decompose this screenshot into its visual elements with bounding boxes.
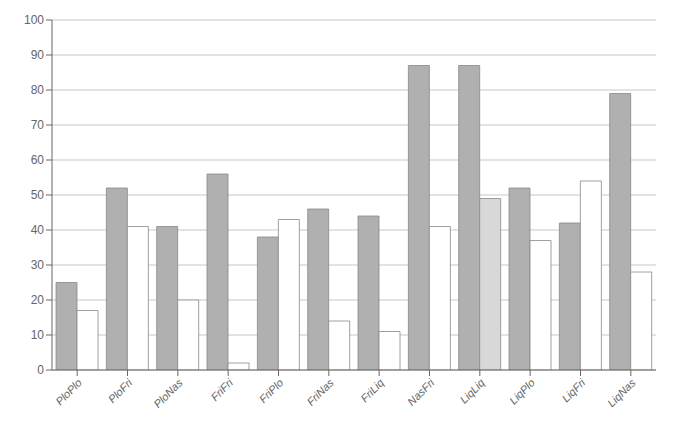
svg-text:FriPlo: FriPlo — [257, 376, 286, 405]
svg-text:10: 10 — [31, 328, 45, 342]
svg-text:PloNas: PloNas — [151, 376, 185, 410]
svg-text:40: 40 — [31, 223, 45, 237]
svg-text:PloFri: PloFri — [106, 376, 135, 405]
svg-text:FriNas: FriNas — [304, 376, 336, 408]
svg-text:0: 0 — [37, 363, 44, 377]
svg-text:30: 30 — [31, 258, 45, 272]
svg-text:FriFri: FriFri — [208, 376, 235, 403]
svg-text:100: 100 — [24, 13, 44, 27]
svg-text:90: 90 — [31, 48, 45, 62]
svg-text:LiqNas: LiqNas — [605, 376, 638, 409]
svg-text:FriLiq: FriLiq — [358, 376, 387, 405]
svg-text:70: 70 — [31, 118, 45, 132]
svg-text:80: 80 — [31, 83, 45, 97]
svg-text:NasFri: NasFri — [405, 376, 437, 408]
svg-text:50: 50 — [31, 188, 45, 202]
svg-text:20: 20 — [31, 293, 45, 307]
svg-text:LiqLiq: LiqLiq — [458, 376, 488, 406]
svg-text:60: 60 — [31, 153, 45, 167]
svg-text:PloPlo: PloPlo — [53, 376, 84, 407]
svg-text:LiqFri: LiqFri — [559, 376, 587, 404]
svg-text:LiqPlo: LiqPlo — [507, 376, 537, 406]
